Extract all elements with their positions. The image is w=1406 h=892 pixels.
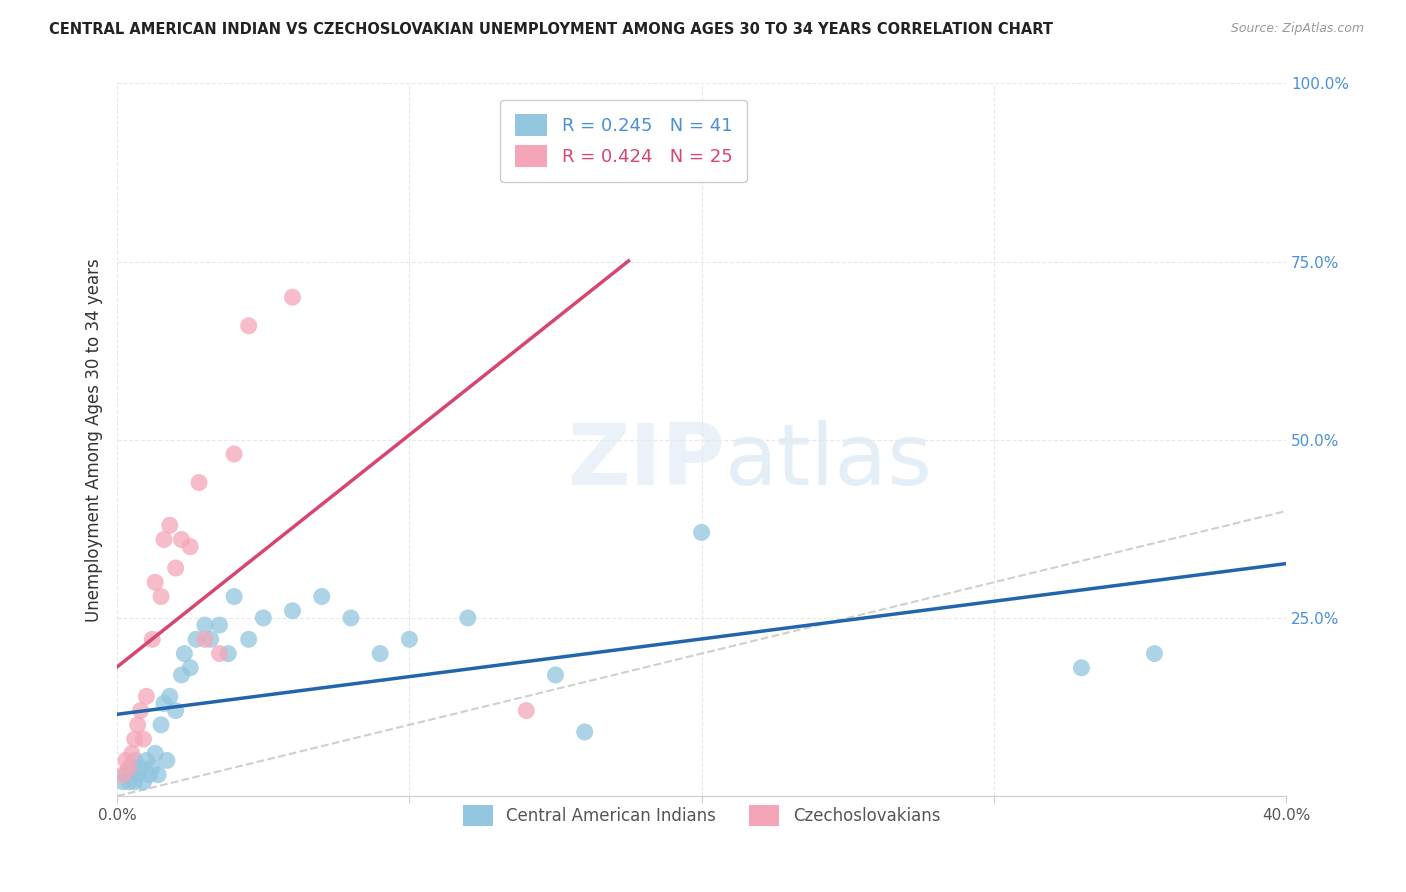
Point bbox=[165, 561, 187, 575]
Point bbox=[143, 575, 166, 590]
Point bbox=[150, 590, 173, 604]
Point bbox=[132, 732, 155, 747]
Point bbox=[398, 632, 420, 647]
Point bbox=[690, 525, 713, 540]
Point bbox=[281, 604, 304, 618]
Point bbox=[1070, 661, 1092, 675]
Point bbox=[574, 725, 596, 739]
Point bbox=[208, 647, 231, 661]
Point bbox=[132, 774, 155, 789]
Point bbox=[118, 761, 141, 775]
Point bbox=[170, 533, 193, 547]
Point bbox=[156, 754, 179, 768]
Point bbox=[127, 718, 149, 732]
Point bbox=[544, 668, 567, 682]
Point bbox=[141, 632, 163, 647]
Point bbox=[124, 774, 146, 789]
Point bbox=[179, 661, 201, 675]
Point bbox=[135, 690, 157, 704]
Point bbox=[115, 768, 138, 782]
Point bbox=[179, 540, 201, 554]
Point bbox=[129, 704, 152, 718]
Point bbox=[146, 768, 169, 782]
Point bbox=[112, 774, 135, 789]
Text: Source: ZipAtlas.com: Source: ZipAtlas.com bbox=[1230, 22, 1364, 36]
Point bbox=[121, 747, 143, 761]
Point bbox=[159, 518, 181, 533]
Point bbox=[150, 718, 173, 732]
Point bbox=[340, 611, 363, 625]
Point bbox=[135, 754, 157, 768]
Point bbox=[121, 761, 143, 775]
Point bbox=[173, 647, 195, 661]
Point bbox=[222, 590, 245, 604]
Point bbox=[515, 704, 537, 718]
Point bbox=[457, 611, 479, 625]
Point bbox=[200, 632, 222, 647]
Point bbox=[143, 747, 166, 761]
Point bbox=[368, 647, 391, 661]
Point bbox=[124, 732, 146, 747]
Point bbox=[159, 690, 181, 704]
Point bbox=[112, 768, 135, 782]
Legend: Central American Indians, Czechoslovakians: Central American Indians, Czechoslovakia… bbox=[454, 797, 949, 834]
Point bbox=[129, 761, 152, 775]
Point bbox=[170, 668, 193, 682]
Y-axis label: Unemployment Among Ages 30 to 34 years: Unemployment Among Ages 30 to 34 years bbox=[86, 258, 103, 622]
Point bbox=[194, 618, 217, 632]
Point bbox=[188, 475, 211, 490]
Point bbox=[690, 104, 713, 119]
Point bbox=[238, 632, 260, 647]
Point bbox=[281, 290, 304, 304]
Point bbox=[141, 761, 163, 775]
Point bbox=[238, 318, 260, 333]
Point bbox=[124, 754, 146, 768]
Point bbox=[165, 704, 187, 718]
Point bbox=[153, 697, 176, 711]
Point bbox=[311, 590, 333, 604]
Text: ZIP: ZIP bbox=[567, 419, 725, 503]
Text: atlas: atlas bbox=[725, 419, 934, 503]
Point bbox=[138, 768, 160, 782]
Point bbox=[252, 611, 274, 625]
Point bbox=[208, 618, 231, 632]
Point bbox=[217, 647, 239, 661]
Point bbox=[222, 447, 245, 461]
Point bbox=[153, 533, 176, 547]
Point bbox=[184, 632, 207, 647]
Point bbox=[1143, 647, 1166, 661]
Text: CENTRAL AMERICAN INDIAN VS CZECHOSLOVAKIAN UNEMPLOYMENT AMONG AGES 30 TO 34 YEAR: CENTRAL AMERICAN INDIAN VS CZECHOSLOVAKI… bbox=[49, 22, 1053, 37]
Point bbox=[194, 632, 217, 647]
Point bbox=[118, 774, 141, 789]
Point bbox=[115, 754, 138, 768]
Point bbox=[127, 768, 149, 782]
